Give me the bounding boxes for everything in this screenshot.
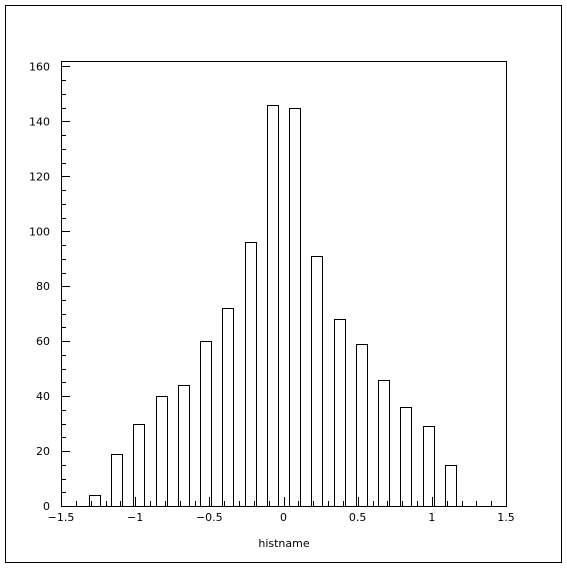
y-tick-label: 120 — [29, 170, 50, 183]
histogram-bar — [111, 454, 123, 507]
y-tick-label: 140 — [29, 115, 50, 128]
y-tick-label: 100 — [29, 225, 50, 238]
x-tick-label: 1 — [428, 511, 435, 524]
y-tick-label: 40 — [36, 390, 50, 403]
x-tick-label: 1.5 — [497, 511, 515, 524]
y-tick-label: 20 — [36, 445, 50, 458]
histogram-bar — [423, 426, 435, 507]
histogram-bar — [445, 465, 457, 507]
x-tick-label: 0.5 — [349, 511, 367, 524]
x-tick-label: −0.5 — [196, 511, 223, 524]
plot-frame — [61, 61, 507, 507]
x-axis-label: histname — [258, 537, 309, 550]
x-tick-label: 0 — [280, 511, 287, 524]
histogram-bar — [311, 256, 323, 507]
y-tick-label: 80 — [36, 280, 50, 293]
histogram-bar — [200, 341, 212, 507]
histogram-bar — [133, 424, 145, 507]
y-tick-label: 0 — [43, 500, 50, 513]
histogram-bar — [289, 108, 301, 507]
bars-group — [89, 105, 457, 507]
histogram-bar — [400, 407, 412, 507]
histogram-bar — [156, 396, 168, 507]
histogram-bar — [222, 308, 234, 507]
histogram-bar — [245, 242, 257, 507]
canvas-border — [5, 5, 562, 563]
x-axis-ticks: −1.5 −1 −0.5 0 0.5 1 1.5 — [48, 497, 515, 524]
y-tick-label: 160 — [29, 60, 50, 73]
y-axis-ticks: 0 20 40 60 80 100 120 140 160 — [29, 60, 70, 513]
histogram-bar — [334, 319, 346, 507]
plot-area: −1.5 −1 −0.5 0 0.5 1 1.5 0 20 40 60 80 100 120 140 160 — [29, 60, 515, 524]
x-tick-label: −1.5 — [48, 511, 75, 524]
histogram-bar — [89, 495, 101, 507]
histogram-bar — [178, 385, 190, 507]
histogram-bar — [267, 105, 279, 507]
x-tick-label: −1 — [127, 511, 143, 524]
histogram-bar — [356, 344, 368, 507]
histogram-bar — [378, 380, 390, 507]
y-tick-label: 60 — [36, 335, 50, 348]
